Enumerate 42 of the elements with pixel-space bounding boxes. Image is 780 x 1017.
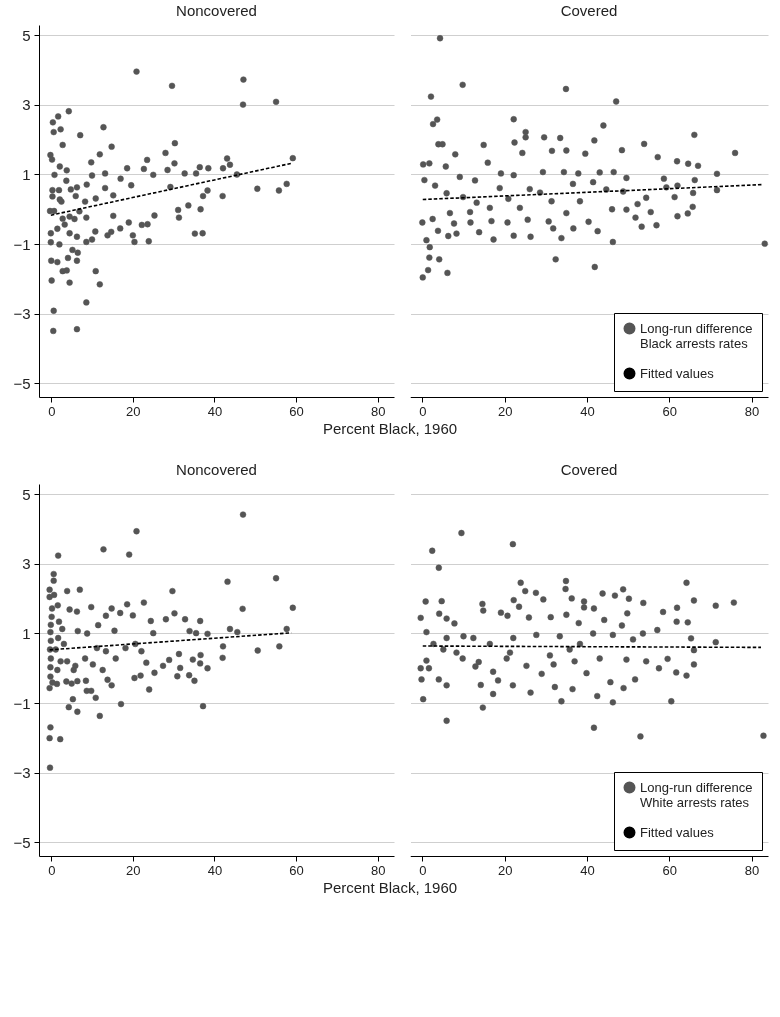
legend-label: Fitted values bbox=[640, 365, 715, 381]
y-tick-label: 5 bbox=[22, 485, 31, 503]
x-tick-label: 0 bbox=[48, 862, 56, 878]
y-tick-label: −3 bbox=[13, 305, 31, 323]
x-tick-label: 20 bbox=[126, 403, 141, 419]
x-tick-label: 80 bbox=[744, 862, 760, 878]
x-tick-label: 0 bbox=[419, 862, 427, 878]
chart-title: Noncovered bbox=[176, 461, 257, 478]
x-tick-label: 60 bbox=[289, 862, 304, 878]
x-tick-label: 80 bbox=[370, 862, 386, 878]
x-axis-title: Percent Black, 1960 bbox=[322, 879, 458, 896]
x-tick-label: 60 bbox=[662, 403, 677, 419]
x-tick-label: 60 bbox=[662, 862, 677, 878]
x-tick-label: 40 bbox=[580, 403, 595, 419]
chart-title: Covered bbox=[560, 2, 618, 19]
y-tick-label: −5 bbox=[13, 374, 31, 392]
y-tick-label: 1 bbox=[22, 625, 31, 642]
y-tick-label: −1 bbox=[13, 235, 31, 253]
legend-label: Long-run difference White arrests rates bbox=[640, 779, 753, 810]
legend-label: Fitted values bbox=[640, 824, 715, 840]
x-tick-label: 0 bbox=[419, 403, 427, 419]
x-tick-label: 40 bbox=[207, 403, 223, 419]
x-tick-label: 0 bbox=[48, 403, 56, 419]
x-tick-label: 20 bbox=[497, 403, 513, 419]
y-tick-label: 3 bbox=[22, 96, 31, 114]
x-tick-label: 80 bbox=[744, 403, 760, 419]
y-tick-label: −3 bbox=[13, 764, 31, 782]
y-tick-label: 5 bbox=[22, 26, 31, 44]
y-tick-label: −5 bbox=[13, 833, 31, 851]
x-axis-title: Percent Black, 1960 bbox=[322, 420, 458, 437]
x-tick-label: 40 bbox=[207, 862, 223, 878]
y-tick-label: −1 bbox=[13, 694, 31, 712]
x-tick-label: 60 bbox=[289, 403, 304, 419]
y-tick-label: 3 bbox=[22, 555, 31, 573]
x-tick-label: 80 bbox=[370, 403, 386, 419]
x-tick-label: 20 bbox=[126, 862, 141, 878]
chart-title: Covered bbox=[560, 461, 618, 478]
x-tick-label: 40 bbox=[580, 862, 595, 878]
x-tick-label: 20 bbox=[497, 862, 513, 878]
chart-title: Noncovered bbox=[176, 2, 257, 19]
y-tick-label: 1 bbox=[22, 166, 31, 183]
legend-label: Long-run difference Black arrests rates bbox=[640, 320, 753, 351]
